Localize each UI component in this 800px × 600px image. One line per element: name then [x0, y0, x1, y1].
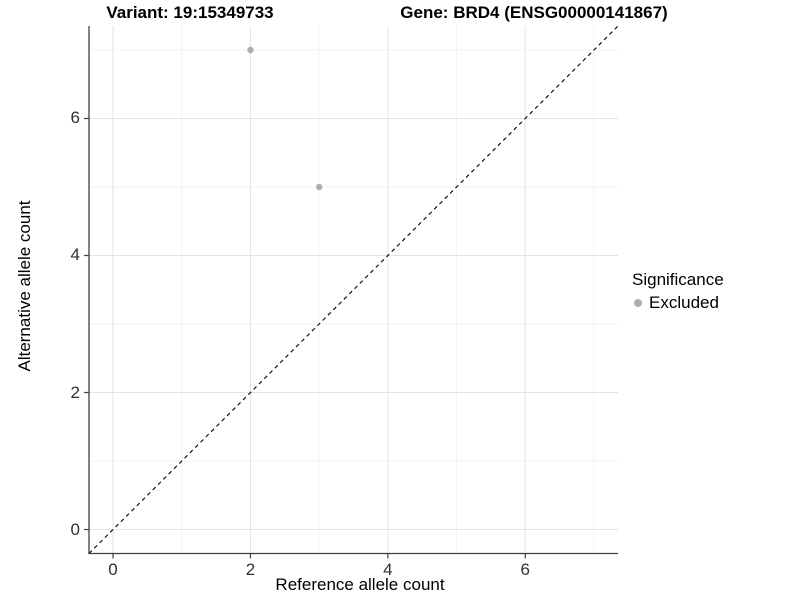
legend-item-excluded: Excluded [632, 293, 724, 313]
x-axis-title: Reference allele count [275, 575, 445, 594]
data-point [247, 46, 254, 54]
y-tick-label: 2 [70, 382, 80, 402]
y-tick-label: 4 [70, 245, 80, 265]
legend-key-dot-icon [634, 299, 642, 307]
y-tick-label: 6 [70, 108, 80, 128]
legend: Significance Excluded [632, 270, 724, 313]
x-tick-label: 2 [245, 560, 256, 579]
x-tick-label: 4 [383, 560, 393, 579]
legend-item-label: Excluded [649, 293, 719, 312]
plot-title-gene: Gene: BRD4 (ENSG00000141867) [400, 3, 668, 22]
y-tick-label: 0 [70, 519, 80, 539]
legend-title: Significance [632, 270, 724, 289]
plot-title-variant: Variant: 19:15349733 [106, 3, 274, 22]
x-tick-label: 0 [108, 560, 118, 579]
x-tick-label: 6 [520, 560, 530, 579]
y-axis-title: Alternative allele count [15, 200, 34, 372]
data-point [315, 183, 323, 191]
identity-dashed-line [88, 25, 619, 554]
